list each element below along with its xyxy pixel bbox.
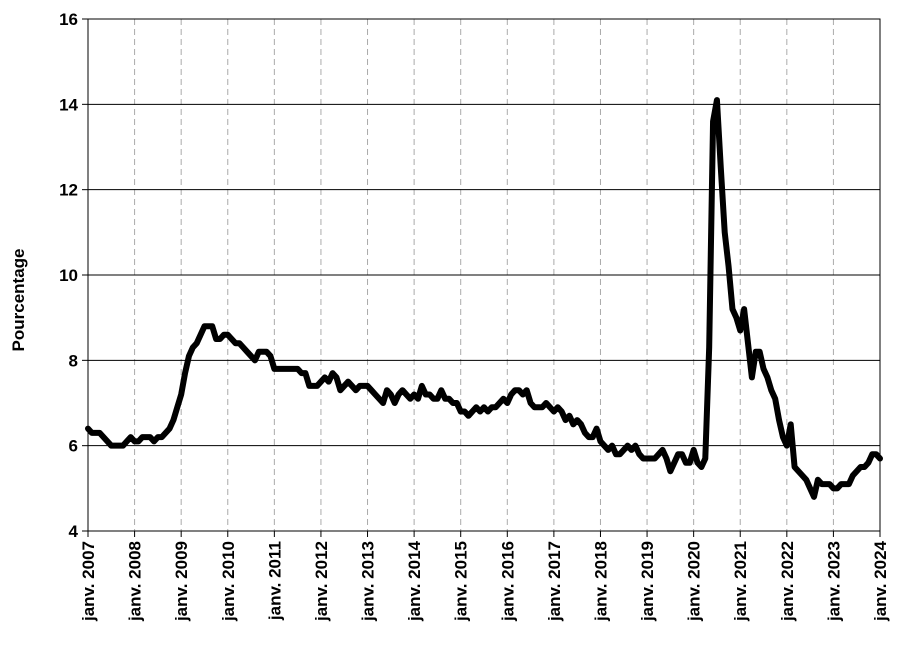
x-tick-label: janv. 2013 — [359, 541, 378, 622]
x-tick-label: janv. 2015 — [452, 541, 471, 622]
plot-border — [87, 18, 881, 532]
x-tick-label: janv. 2008 — [126, 541, 145, 622]
x-tick-label: janv. 2010 — [219, 541, 238, 622]
x-tick-label: janv. 2020 — [685, 541, 704, 622]
x-tick-label: janv. 2022 — [778, 541, 797, 622]
y-axis-label: Pourcentage — [9, 249, 28, 352]
x-tick-label: janv. 2014 — [405, 540, 424, 622]
x-tick-label: janv. 2019 — [638, 541, 657, 622]
y-tick-label: 8 — [69, 351, 78, 370]
x-tick-label: janv. 2024 — [871, 540, 890, 622]
y-tick-label: 14 — [59, 95, 78, 114]
x-tick-label: janv. 2021 — [731, 541, 750, 622]
x-tick-label: janv. 2018 — [591, 541, 610, 622]
x-tick-label: janv. 2009 — [172, 541, 191, 622]
x-tick-label: janv. 2007 — [79, 541, 98, 622]
y-tick-label: 6 — [69, 437, 78, 456]
y-tick-label: 12 — [59, 181, 78, 200]
y-tick-label: 10 — [59, 266, 78, 285]
x-tick-label: janv. 2016 — [498, 541, 517, 622]
x-tick-label: janv. 2023 — [824, 541, 843, 622]
x-tick-label: janv. 2012 — [312, 541, 331, 622]
y-tick-label: 16 — [59, 10, 78, 29]
x-tick-label: janv. 2011 — [265, 541, 284, 621]
data-line — [85, 97, 883, 500]
y-tick-label: 4 — [69, 522, 79, 541]
x-tick-label: janv. 2017 — [545, 541, 564, 622]
